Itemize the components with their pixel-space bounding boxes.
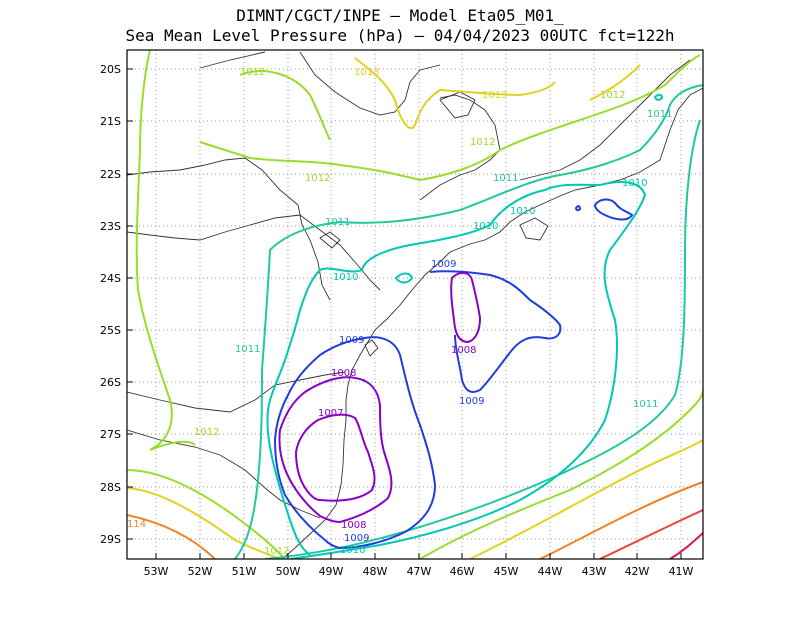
- isobar-1013-north: [354, 57, 641, 130]
- map-frame: [126, 49, 704, 560]
- contour-label: 1011: [647, 109, 672, 120]
- lat-tick-label: 26S: [100, 376, 121, 389]
- lat-tick-label: 22S: [100, 168, 121, 181]
- contour-label: 114: [127, 519, 146, 530]
- lon-tick-label: 52W: [188, 565, 213, 578]
- contour-label: 1009: [431, 259, 456, 270]
- lat-tick-label: 24S: [100, 272, 121, 285]
- lat-tick-label: 29S: [100, 533, 121, 546]
- contour-label: 1009: [344, 533, 369, 544]
- lon-tick-label: 47W: [407, 565, 432, 578]
- isobar-1009-south: [273, 336, 437, 550]
- isobar-1013-south: [127, 487, 281, 559]
- contour-label: 1013: [482, 90, 507, 101]
- lat-tick-label: 27S: [100, 428, 121, 441]
- isobar-1016-east: [669, 532, 703, 559]
- lon-tick-label: 46W: [450, 565, 475, 578]
- contour-label: 1010: [473, 221, 498, 232]
- contour-label: 1013: [354, 67, 379, 78]
- isobar-1011-outer: [264, 119, 701, 559]
- contour-label: 1007: [318, 408, 343, 419]
- contour-label: 1012: [305, 173, 330, 184]
- lat-tick-label: 28S: [100, 481, 121, 494]
- lon-tick-label: 45W: [494, 565, 519, 578]
- contour-label: 1010: [340, 545, 365, 556]
- isobar-contours: [127, 50, 703, 559]
- isobar-1011: [234, 84, 703, 559]
- isobar-1013-east: [469, 439, 703, 559]
- contour-label: 1011: [235, 344, 260, 355]
- contour-label: 1010: [333, 272, 358, 283]
- contour-label: 1012: [470, 137, 495, 148]
- isobar-1010: [266, 181, 647, 559]
- lat-tick-label: 20S: [100, 63, 121, 76]
- lat-tick-label: 21S: [100, 115, 121, 128]
- latitude-axis: 20S 21S 22S 23S 24S 25S 26S 27S 28S 29S: [100, 63, 133, 546]
- contour-label: 1012: [600, 90, 625, 101]
- contour-label: 1012: [264, 546, 289, 557]
- isobar-1009-small: [574, 198, 634, 221]
- contour-labels: 1013 1013 1012 1012 1012 1012 1012 1011 …: [127, 67, 672, 557]
- isobar-1012-north: [135, 50, 701, 451]
- isobar-1010-small: [394, 93, 664, 284]
- contour-label: 1011: [633, 399, 658, 410]
- isobar-1009-east: [429, 270, 562, 393]
- lat-tick-label: 25S: [100, 324, 121, 337]
- lon-tick-label: 50W: [276, 565, 301, 578]
- isobar-1012-east: [419, 389, 703, 559]
- isobar-1014-east: [539, 481, 703, 559]
- isobar-1012-south: [127, 440, 286, 559]
- contour-label: 1008: [451, 345, 476, 356]
- contour-label: 1008: [341, 520, 366, 531]
- contour-label: 1012: [240, 67, 265, 78]
- contour-label: 1010: [510, 206, 535, 217]
- isobar-1007: [294, 413, 376, 502]
- lon-tick-label: 48W: [363, 565, 388, 578]
- contour-label: 1009: [459, 396, 484, 407]
- map-title-line2: Sea Mean Level Pressure (hPa) — 04/04/20…: [125, 26, 675, 45]
- lat-tick-label: 23S: [100, 220, 121, 233]
- isobar-1014: [127, 514, 216, 559]
- isobar-1008-east: [450, 272, 482, 344]
- longitude-axis: 53W 52W 51W 50W 49W 48W 47W 46W 45W 44W …: [144, 553, 694, 578]
- contour-label: 1011: [325, 217, 350, 228]
- lon-tick-label: 51W: [232, 565, 257, 578]
- lon-tick-label: 44W: [538, 565, 563, 578]
- lon-tick-label: 42W: [625, 565, 650, 578]
- map-title-line1: DIMNT/CGCT/INPE — Model Eta05_M01_: [236, 6, 564, 25]
- isobar-1015-east: [599, 509, 703, 559]
- lon-tick-label: 53W: [144, 565, 169, 578]
- lon-tick-label: 41W: [669, 565, 694, 578]
- contour-label: 1011: [493, 173, 518, 184]
- contour-label: 1010: [622, 178, 647, 189]
- lon-tick-label: 49W: [319, 565, 344, 578]
- contour-label: 1009: [339, 335, 364, 346]
- contour-label: 1012: [194, 427, 219, 438]
- isobar-1008-south: [278, 376, 393, 524]
- contour-label: 1008: [331, 368, 356, 379]
- lon-tick-label: 43W: [582, 565, 607, 578]
